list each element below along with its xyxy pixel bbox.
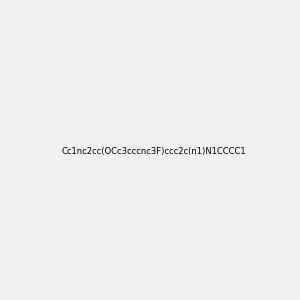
Text: Cc1nc2cc(OCc3cccnc3F)ccc2c(n1)N1CCCC1: Cc1nc2cc(OCc3cccnc3F)ccc2c(n1)N1CCCC1 xyxy=(61,147,246,156)
